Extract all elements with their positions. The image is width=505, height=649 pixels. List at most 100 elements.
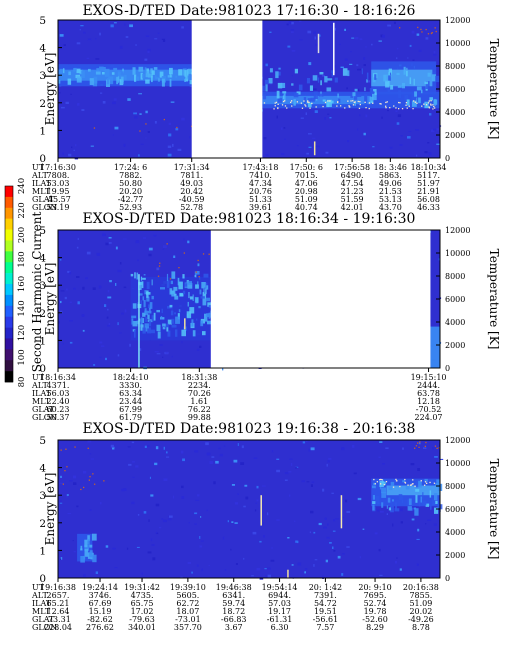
colorbar-tick-label: 120 <box>17 325 27 341</box>
orbit-value: 63.34 <box>119 389 142 398</box>
colorbar-tick-label: 180 <box>17 251 27 267</box>
y2-tick-label: 10000 <box>445 39 470 48</box>
orbit-value: 19:46:38 <box>216 583 252 592</box>
orbit-value: 18:10:34 <box>411 163 447 172</box>
orbit-value: 59.74 <box>222 599 245 608</box>
colorbar-segment <box>5 207 13 219</box>
orbit-value: 2444. <box>417 381 440 390</box>
y2-tick-label: 8000 <box>445 482 465 491</box>
orbit-value: 2657. <box>47 591 70 600</box>
temperature-points-3 <box>414 441 440 449</box>
signal-bands <box>130 243 440 368</box>
y2-tick-label: 12000 <box>445 16 470 25</box>
orbit-row-label: ALT <box>31 591 48 600</box>
y2-tick-label: 12000 <box>445 226 470 235</box>
orbit-value: 21.23 <box>341 187 364 196</box>
band-streaks <box>130 271 216 339</box>
y2-tick-label: 2000 <box>445 551 465 560</box>
spike-line <box>138 274 140 368</box>
energy-axis: 5 4 3 2 1 0 <box>39 15 62 165</box>
orbit-value: 40.74 <box>295 203 318 212</box>
y-axis-label: Energy [eV] <box>43 53 57 126</box>
orbit-value: 3.67 <box>225 623 243 632</box>
y-tick-label: 3 <box>39 490 46 502</box>
orbit-value: 63.78 <box>417 389 440 398</box>
orbit-value: 52.78 <box>180 203 203 212</box>
orbit-value: 43.70 <box>379 203 402 212</box>
orbit-value: 20.76 <box>249 187 272 196</box>
orbit-value: 18.72 <box>222 607 245 616</box>
orbit-row-label: GLAT <box>32 615 55 624</box>
orbit-value: 60.23 <box>47 405 70 414</box>
colorbar-label: Second Harmonic Current <box>30 212 44 373</box>
temperature-axis: 12000 10000 8000 6000 4000 2000 0 <box>436 226 470 373</box>
orbit-value: 70.26 <box>188 389 211 398</box>
spike-line <box>260 495 262 526</box>
panel-title: EXOS-D/TED Date:981023 18:16:34 - 19:16:… <box>83 211 416 227</box>
orbit-value: 47.34 <box>249 179 272 188</box>
orbit-value: 52.74 <box>364 599 387 608</box>
orbit-row-label: GLON <box>32 203 57 212</box>
y2-tick-label: 4000 <box>445 318 465 327</box>
temperature-axis: 12000 10000 8000 6000 4000 2000 0 <box>436 436 470 583</box>
y2-tick-label: 6000 <box>445 295 465 304</box>
orbit-value: 51.09 <box>295 195 318 204</box>
spectrogram-panel-3: EXOS-D/TED Date:981023 19:16:38 - 20:16:… <box>31 421 501 632</box>
orbit-value: 6341. <box>222 591 245 600</box>
orbit-value: 17:24: 6 <box>114 163 147 172</box>
orbit-value: 67.69 <box>89 599 112 608</box>
orbit-value: 56.08 <box>417 195 440 204</box>
y2-tick-label: 12000 <box>445 436 470 445</box>
orbit-value: 65.75 <box>131 599 154 608</box>
orbit-value: 42.01 <box>341 203 364 212</box>
orbit-value: 357.70 <box>174 623 202 632</box>
orbit-value: 15.19 <box>89 607 112 616</box>
energy-axis: 5 4 3 2 1 0 <box>39 225 62 375</box>
orbit-value: 51.59 <box>341 195 364 204</box>
orbit-value: 17:56:58 <box>334 163 370 172</box>
y-tick-label: 2 <box>39 308 46 320</box>
spike-line <box>333 22 335 76</box>
colorbar-segment <box>5 284 13 296</box>
temperature-axis: 12000 10000 8000 6000 4000 2000 0 <box>436 16 470 163</box>
colorbar-segment <box>5 229 13 241</box>
orbit-value: 47.06 <box>295 179 318 188</box>
y-tick-label: 0 <box>39 573 46 585</box>
orbit-value: 18:24:10 <box>113 373 149 382</box>
y2-tick-label: 0 <box>445 364 450 373</box>
orbit-value: 6944. <box>268 591 291 600</box>
orbit-value: 51.09 <box>409 599 432 608</box>
orbit-value: -40.59 <box>179 195 205 204</box>
band-streaks <box>58 66 195 87</box>
orbit-value: 65.21 <box>47 599 70 608</box>
orbit-value: 7015. <box>295 171 318 180</box>
orbit-value: 76.22 <box>188 405 211 414</box>
temperature-points-2 <box>60 446 105 491</box>
orbit-value: 5605. <box>176 591 199 600</box>
plot-background <box>58 440 440 578</box>
energy-band-edge <box>430 326 440 368</box>
colorbar-segment <box>5 186 13 198</box>
temperature-points-3 <box>399 26 437 35</box>
orbit-value: 20.20 <box>119 187 142 196</box>
orbit-value: 1.61 <box>190 397 208 406</box>
orbit-value: 39.61 <box>249 203 272 212</box>
y2-axis-label: Temperature [K] <box>487 459 501 560</box>
orbit-value: 19:15:10 <box>411 373 447 382</box>
orbit-value: 57.03 <box>268 599 291 608</box>
orbit-value: 19.51 <box>314 607 337 616</box>
y-tick-label: 5 <box>39 15 46 27</box>
orbit-value: 19:39:10 <box>170 583 206 592</box>
orbit-value: 276.62 <box>86 623 114 632</box>
orbit-value: 19:31:42 <box>124 583 160 592</box>
y2-tick-label: 2000 <box>445 131 465 140</box>
orbit-value: -45.57 <box>45 195 71 204</box>
orbit-row-label: UT <box>32 373 45 382</box>
spike-line-3 <box>313 141 316 156</box>
orbit-value: -73.01 <box>175 615 201 624</box>
y-tick-label: 4 <box>39 43 46 55</box>
orbit-value: 18:31:38 <box>181 373 217 382</box>
